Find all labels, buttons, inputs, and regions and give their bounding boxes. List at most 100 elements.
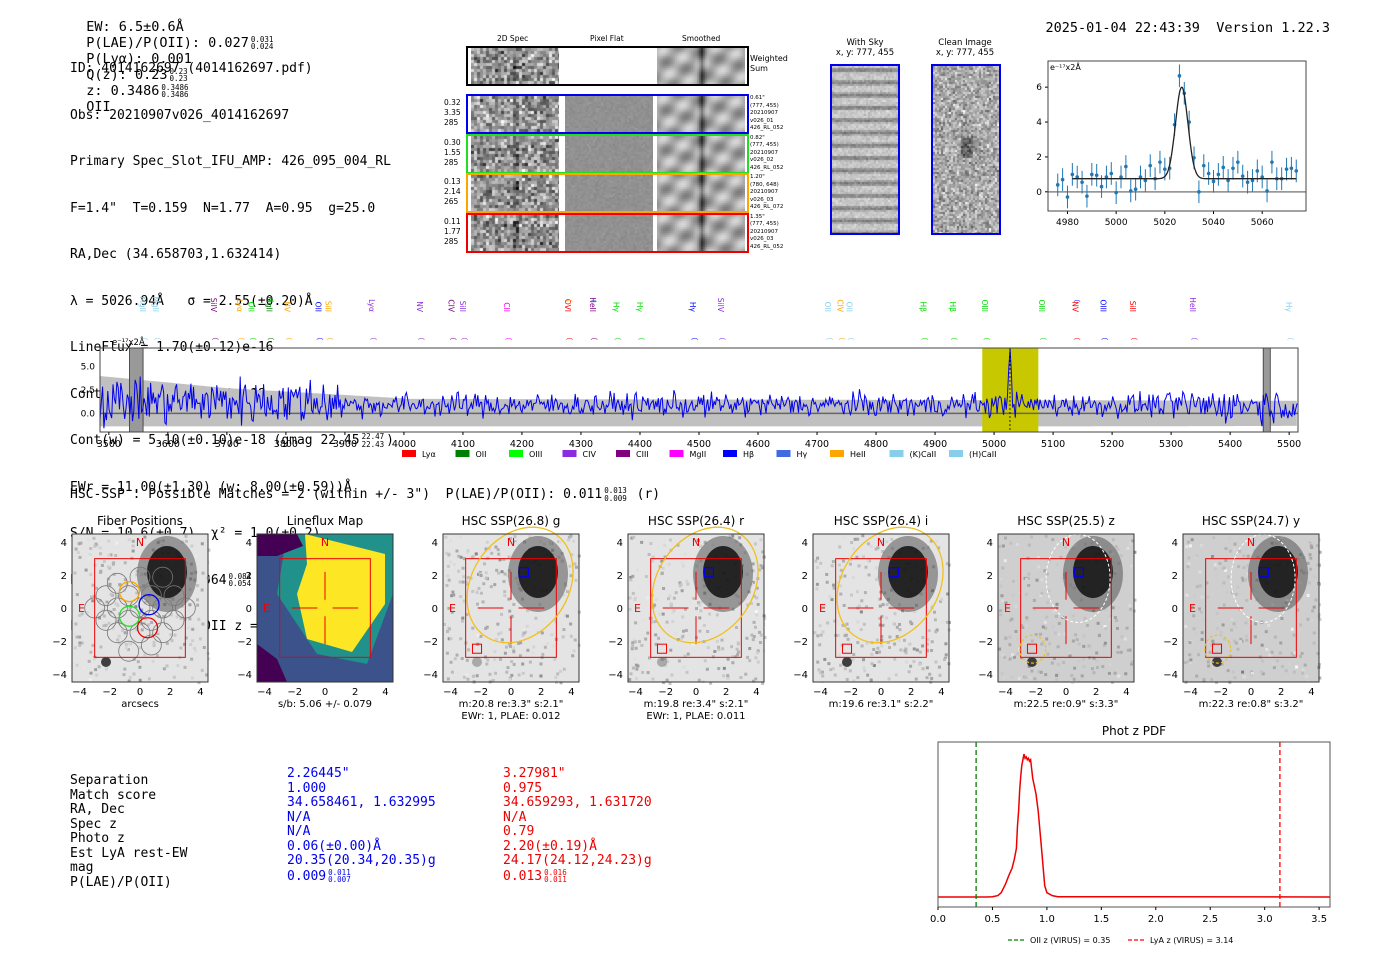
- noise-px: [654, 633, 658, 637]
- noise-px: [98, 546, 102, 550]
- noise-px: [1197, 653, 1201, 657]
- noise-px: [91, 643, 95, 647]
- noise-px: [450, 670, 454, 674]
- faint-source: [842, 657, 852, 667]
- fiber-smoothed: [657, 175, 745, 211]
- noise-px: [815, 587, 819, 591]
- noise-px: [493, 583, 497, 587]
- noise-px: [1267, 623, 1271, 627]
- noise-px: [1230, 628, 1234, 632]
- noise-px: [462, 575, 466, 579]
- east-label: E: [449, 602, 456, 615]
- data-point: [1177, 74, 1182, 78]
- data-point: [1133, 187, 1138, 191]
- noise-px: [872, 663, 876, 667]
- noise-px: [1082, 657, 1086, 661]
- fiber-2dspec: [471, 135, 559, 172]
- data-point: [1236, 160, 1240, 164]
- noise-px: [1026, 576, 1030, 580]
- noise-px: [1318, 550, 1322, 554]
- noise-px: [910, 622, 914, 626]
- noise-px: [881, 549, 885, 553]
- noise-px: [1131, 539, 1135, 543]
- noise-px: [877, 650, 881, 654]
- noise-px: [1001, 544, 1005, 548]
- noise-px: [715, 639, 719, 643]
- noise-px: [861, 534, 865, 538]
- noise-px: [904, 651, 908, 655]
- noise-px: [885, 603, 889, 607]
- match1-value: 20.35(20.34,20.35)g: [287, 853, 436, 868]
- noise-px: [677, 659, 681, 663]
- faint-source: [1212, 657, 1222, 667]
- fiber-pixelflat: [565, 214, 653, 251]
- noise-px: [945, 620, 949, 624]
- noise-px: [144, 617, 148, 621]
- noise-px: [114, 602, 118, 606]
- noise-px: [458, 610, 462, 614]
- legend-swatch: [776, 450, 791, 457]
- x-tick-label: 4800: [864, 439, 888, 450]
- noise-px: [1224, 547, 1228, 551]
- noise-px: [150, 620, 154, 624]
- noise-px: [1039, 593, 1043, 597]
- faint-source: [1027, 657, 1037, 667]
- noise-px: [494, 545, 498, 549]
- noise-px: [568, 564, 572, 568]
- panel-frame: [627, 533, 765, 683]
- noise-px: [1008, 643, 1012, 647]
- noise-px: [820, 670, 824, 674]
- noise-px: [102, 624, 106, 628]
- noise-px: [486, 658, 490, 662]
- noise-px: [569, 574, 573, 578]
- masked-region: [1262, 347, 1271, 433]
- noise-px: [685, 579, 689, 583]
- line-bracket: ⌒: [370, 338, 377, 346]
- noise-px: [672, 596, 676, 600]
- noise-px: [1284, 669, 1288, 673]
- noise-px: [75, 635, 79, 639]
- noise-px: [107, 539, 111, 543]
- fiber-stats: 0.32 3.35 285: [444, 98, 461, 127]
- noise-px: [818, 671, 822, 675]
- noise-px: [1229, 655, 1233, 659]
- noise-px: [1125, 626, 1129, 630]
- y-tick-label: −4: [237, 670, 252, 681]
- panel-title: HSC SSP(26.4) i: [834, 514, 929, 528]
- noise-px: [151, 659, 155, 663]
- match1-box: [1073, 567, 1084, 578]
- east-label: E: [819, 602, 826, 615]
- noise-px: [559, 681, 563, 685]
- gaussian-fit: [1072, 86, 1297, 180]
- line-label: Hβ: [918, 302, 927, 313]
- match-row-label: Match score: [70, 787, 157, 803]
- legend-label: Hβ: [743, 450, 754, 459]
- noise-px: [1275, 659, 1279, 663]
- noise-px: [531, 651, 535, 655]
- noise-px: [156, 630, 160, 634]
- x-tick-label: −2: [287, 687, 302, 698]
- noise-px: [1186, 540, 1190, 544]
- noise-px: [1211, 642, 1215, 646]
- noise-px: [646, 671, 650, 675]
- line-bracket: ⌒: [1040, 338, 1047, 346]
- noise-px: [135, 573, 139, 577]
- noise-px: [188, 603, 192, 607]
- noise-px: [680, 589, 684, 593]
- noise-px: [455, 549, 459, 553]
- noise-px: [74, 622, 78, 626]
- noise-px: [136, 660, 140, 664]
- noise-px: [562, 593, 566, 597]
- noise-px: [1312, 631, 1316, 635]
- noise-px: [1316, 652, 1320, 656]
- noise-px: [180, 536, 184, 540]
- noise-px: [647, 552, 651, 556]
- noise-px: [711, 655, 715, 659]
- noise-px: [1240, 576, 1244, 580]
- noise-px: [500, 570, 504, 574]
- noise-px: [915, 648, 919, 652]
- data-point: [1245, 180, 1250, 185]
